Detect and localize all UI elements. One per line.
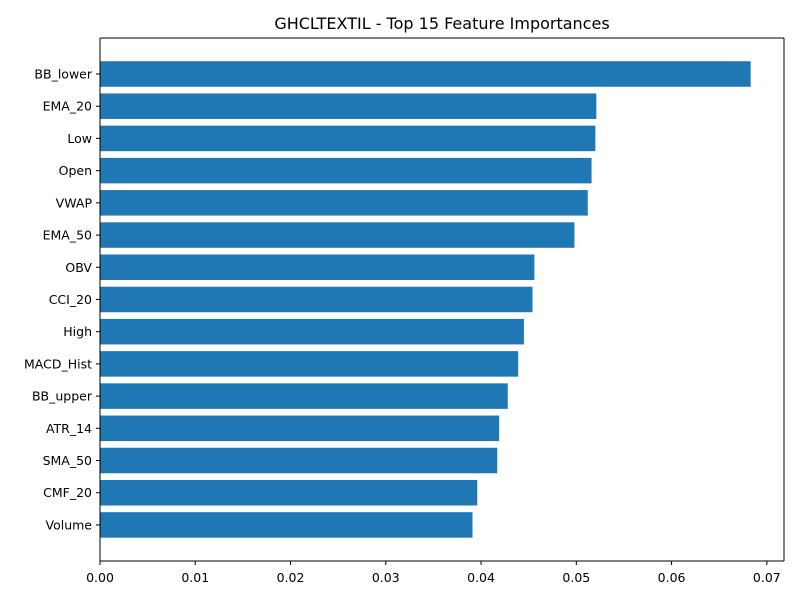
y-tick-label: CCI_20 bbox=[49, 292, 92, 307]
y-tick-label: High bbox=[63, 324, 92, 339]
x-tick-label: 0.02 bbox=[277, 570, 305, 585]
bar-atr-14 bbox=[100, 415, 500, 442]
bar-bb-upper bbox=[100, 383, 508, 409]
bar-ema-20 bbox=[100, 93, 597, 119]
chart-title: GHCLTEXTIL - Top 15 Feature Importances bbox=[274, 14, 609, 33]
y-tick-label: OBV bbox=[65, 260, 92, 275]
x-tick-label: 0.00 bbox=[86, 570, 114, 585]
y-tick-label: BB_lower bbox=[34, 67, 92, 82]
bar-cmf-20 bbox=[100, 479, 478, 506]
y-tick-label: EMA_20 bbox=[43, 99, 92, 114]
y-tick-label: Low bbox=[67, 131, 92, 146]
bar-ema-50 bbox=[100, 222, 575, 248]
y-tick-label: EMA_50 bbox=[43, 228, 92, 243]
bar-low bbox=[100, 125, 596, 152]
x-tick-label: 0.03 bbox=[372, 570, 400, 585]
y-tick-label: VWAP bbox=[56, 195, 93, 210]
x-tick-label: 0.04 bbox=[467, 570, 495, 585]
y-tick-label: Volume bbox=[46, 517, 93, 532]
y-tick-label: SMA_50 bbox=[43, 453, 92, 468]
y-tick-label: CMF_20 bbox=[43, 485, 92, 500]
bar-obv bbox=[100, 254, 535, 281]
x-tick-label: 0.05 bbox=[562, 570, 590, 585]
bar-vwap bbox=[100, 190, 588, 216]
bar-cci-20 bbox=[100, 286, 533, 313]
bar-macd-hist bbox=[100, 351, 519, 377]
y-tick-label: BB_upper bbox=[32, 389, 93, 404]
bar-volume bbox=[100, 512, 473, 538]
bar-open bbox=[100, 157, 592, 184]
bar-high bbox=[100, 318, 524, 345]
bars-group bbox=[100, 61, 751, 538]
x-tick-label: 0.01 bbox=[181, 570, 209, 585]
bar-sma-50 bbox=[100, 447, 498, 474]
y-axis-ticks: BB_lower EMA_20 Low Open VWAP EMA_50 OBV CCI_20… bbox=[24, 67, 100, 532]
bar-bb-lower bbox=[100, 61, 751, 87]
y-tick-label: MACD_Hist bbox=[24, 356, 92, 371]
x-tick-label: 0.07 bbox=[753, 570, 781, 585]
y-tick-label: Open bbox=[59, 163, 92, 178]
x-tick-label: 0.06 bbox=[658, 570, 686, 585]
y-tick-label: ATR_14 bbox=[46, 421, 92, 436]
x-axis-ticks: 0.00 0.01 0.02 0.03 0.04 0.05 0.06 0.07 bbox=[86, 561, 781, 585]
